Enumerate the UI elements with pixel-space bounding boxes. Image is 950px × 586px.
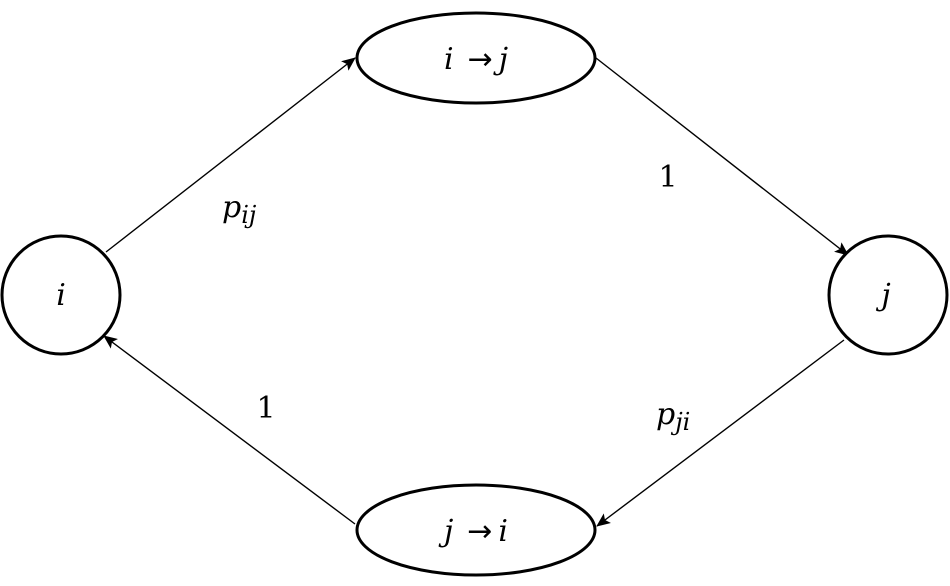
- transition-ji-to: i: [498, 514, 508, 549]
- transition-ij-from: i: [444, 42, 454, 77]
- edge-j-to-transition-ji: [596, 339, 845, 527]
- p-ij-base: p: [222, 190, 241, 225]
- p-ij-subscript: ij: [241, 201, 257, 229]
- edge-label-p-ij: pij: [222, 190, 257, 229]
- transition-ji-arrow: →: [467, 514, 492, 549]
- edge-label-p-ji: pji: [656, 397, 690, 436]
- edge-i-to-transition-ij: [105, 57, 356, 253]
- edge-transition-ij-to-j: [595, 57, 849, 256]
- node-j: j: [827, 234, 949, 356]
- edge-label-bottom-left: 1: [256, 391, 275, 426]
- node-i-label: i: [56, 278, 66, 313]
- node-transition-j-to-i: j → i: [355, 483, 597, 577]
- node-i: i: [0, 234, 122, 356]
- edge-label-top-right: 1: [658, 160, 677, 195]
- p-ji-subscript: ji: [670, 408, 690, 436]
- node-transition-j-to-i-label: j → i: [438, 514, 508, 549]
- node-transition-i-to-j: i → j: [355, 11, 597, 105]
- p-ji-base: p: [656, 397, 675, 432]
- transition-ij-arrow: →: [468, 42, 493, 77]
- edge-transition-ji-to-i: [103, 335, 356, 525]
